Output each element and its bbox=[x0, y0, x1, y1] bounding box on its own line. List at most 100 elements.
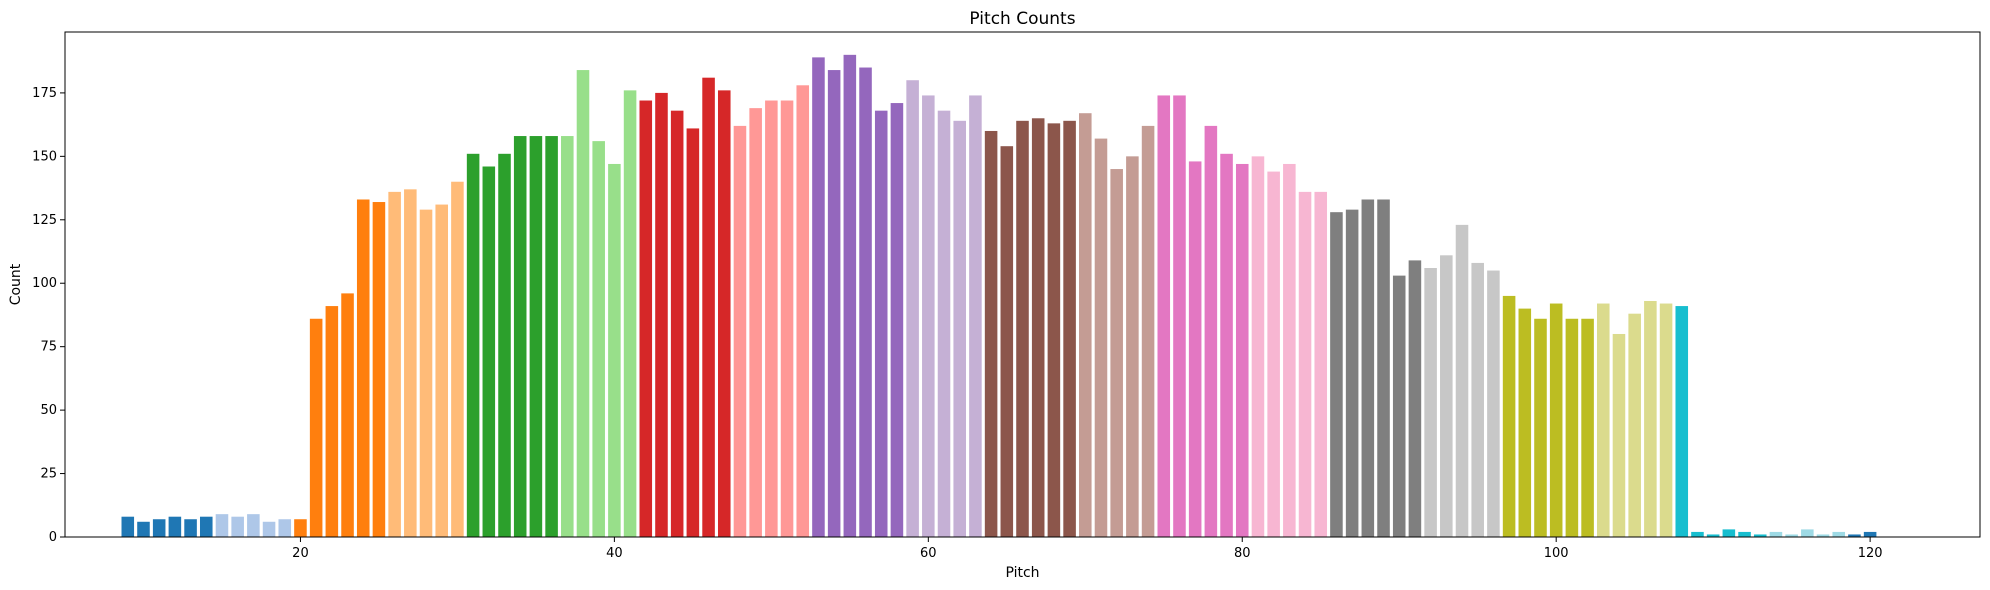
bar-pitch-72 bbox=[1110, 169, 1123, 538]
y-axis-title: Count bbox=[8, 263, 24, 305]
y-tick-label: 75 bbox=[40, 340, 57, 355]
bar-pitch-102 bbox=[1581, 318, 1594, 537]
y-tick-label: 50 bbox=[40, 403, 57, 418]
bar-pitch-104 bbox=[1612, 333, 1626, 537]
bars-group bbox=[121, 54, 1877, 538]
bar-pitch-47 bbox=[717, 90, 731, 538]
plot-frame bbox=[64, 31, 1981, 538]
x-axis: 20 40 60 80 100 120 bbox=[292, 537, 1883, 561]
bar-pitch-11 bbox=[152, 519, 166, 537]
bar-pitch-61 bbox=[937, 110, 951, 538]
bar-pitch-115 bbox=[1785, 534, 1798, 537]
bar-pitch-78 bbox=[1204, 125, 1218, 537]
bar-pitch-44 bbox=[670, 110, 684, 538]
bar-pitch-76 bbox=[1173, 95, 1186, 538]
bar-pitch-54 bbox=[827, 70, 841, 538]
x-tick-label: 120 bbox=[1858, 546, 1883, 561]
bar-pitch-56 bbox=[859, 67, 872, 537]
y-axis: 0 25 50 75 100 125 150 175 bbox=[32, 86, 65, 545]
y-tick-label: 100 bbox=[32, 276, 57, 291]
bar-pitch-33 bbox=[498, 153, 511, 537]
bar-pitch-65 bbox=[1000, 146, 1014, 537]
bar-pitch-69 bbox=[1063, 120, 1076, 537]
y-tick-label: 150 bbox=[32, 149, 57, 164]
bar-pitch-63 bbox=[969, 95, 982, 538]
bar-pitch-119 bbox=[1848, 534, 1861, 537]
bar-pitch-86 bbox=[1330, 212, 1343, 537]
bar-pitch-27 bbox=[404, 189, 417, 538]
bar-pitch-120 bbox=[1863, 531, 1877, 537]
bar-pitch-52 bbox=[796, 85, 810, 538]
bar-pitch-39 bbox=[592, 141, 605, 537]
bar-pitch-15 bbox=[215, 514, 229, 537]
y-tick-label: 25 bbox=[40, 467, 57, 482]
bar-pitch-51 bbox=[780, 100, 794, 538]
bar-pitch-14 bbox=[199, 516, 213, 537]
bar-pitch-68 bbox=[1047, 123, 1061, 537]
bar-pitch-19 bbox=[278, 519, 292, 537]
bar-pitch-57 bbox=[874, 110, 888, 538]
x-tick-label: 100 bbox=[1544, 546, 1569, 561]
bar-pitch-91 bbox=[1408, 260, 1422, 537]
bar-pitch-111 bbox=[1722, 529, 1736, 537]
bar-pitch-106 bbox=[1644, 300, 1657, 537]
bar-pitch-85 bbox=[1314, 191, 1328, 537]
bar-pitch-90 bbox=[1392, 275, 1406, 537]
x-tick-label: 80 bbox=[1234, 546, 1251, 561]
bar-pitch-28 bbox=[419, 209, 433, 537]
bar-pitch-55 bbox=[843, 54, 857, 537]
bar-pitch-59 bbox=[906, 80, 919, 538]
y-tick-label: 125 bbox=[32, 213, 57, 228]
bar-pitch-113 bbox=[1753, 534, 1767, 537]
bar-pitch-97 bbox=[1502, 295, 1516, 537]
chart-title: Pitch Counts bbox=[969, 9, 1075, 29]
bar-pitch-17 bbox=[247, 514, 260, 537]
bar-pitch-96 bbox=[1487, 270, 1500, 537]
bar-pitch-114 bbox=[1769, 531, 1783, 537]
y-tick-label: 175 bbox=[32, 86, 57, 101]
bar-pitch-64 bbox=[984, 130, 998, 537]
bar-pitch-9 bbox=[121, 516, 135, 537]
bar-pitch-75 bbox=[1157, 95, 1171, 538]
bar-pitch-109 bbox=[1691, 531, 1704, 537]
bar-pitch-116 bbox=[1801, 529, 1814, 537]
bar-pitch-103 bbox=[1597, 303, 1610, 537]
x-tick-label: 20 bbox=[292, 546, 309, 561]
bar-pitch-21 bbox=[309, 318, 323, 537]
bar-pitch-101 bbox=[1565, 318, 1579, 537]
bar-pitch-10 bbox=[137, 521, 150, 537]
bar-pitch-42 bbox=[639, 100, 653, 538]
bar-pitch-112 bbox=[1738, 531, 1751, 537]
bar-pitch-62 bbox=[953, 120, 966, 537]
bar-pitch-79 bbox=[1220, 153, 1233, 537]
bar-pitch-26 bbox=[388, 191, 401, 537]
bar-pitch-71 bbox=[1094, 138, 1108, 537]
bar-pitch-108 bbox=[1675, 306, 1689, 537]
bar-pitch-23 bbox=[341, 293, 354, 537]
bar-pitch-18 bbox=[262, 521, 276, 537]
bar-pitch-80 bbox=[1235, 163, 1249, 538]
bar-pitch-53 bbox=[812, 57, 825, 537]
bar-pitch-48 bbox=[733, 125, 747, 537]
bar-pitch-38 bbox=[576, 70, 590, 538]
bar-pitch-74 bbox=[1141, 125, 1155, 537]
bar-pitch-34 bbox=[513, 136, 527, 537]
bar-pitch-13 bbox=[184, 519, 197, 537]
x-tick-label: 40 bbox=[606, 546, 623, 561]
bar-pitch-43 bbox=[655, 92, 668, 537]
bar-pitch-35 bbox=[529, 136, 543, 537]
bar-pitch-105 bbox=[1628, 313, 1641, 537]
bar-pitch-50 bbox=[765, 100, 778, 538]
bar-pitch-118 bbox=[1832, 531, 1846, 537]
bar-pitch-31 bbox=[466, 153, 480, 537]
bar-pitch-93 bbox=[1440, 255, 1453, 537]
bar-pitch-45 bbox=[686, 128, 700, 537]
bar-pitch-67 bbox=[1031, 118, 1045, 538]
bar-pitch-117 bbox=[1816, 534, 1830, 537]
bar-pitch-84 bbox=[1298, 191, 1312, 537]
bar-pitch-30 bbox=[451, 181, 464, 537]
bar-pitch-95 bbox=[1471, 262, 1484, 537]
bar-pitch-58 bbox=[890, 103, 904, 538]
x-axis-title: Pitch bbox=[1005, 565, 1039, 581]
